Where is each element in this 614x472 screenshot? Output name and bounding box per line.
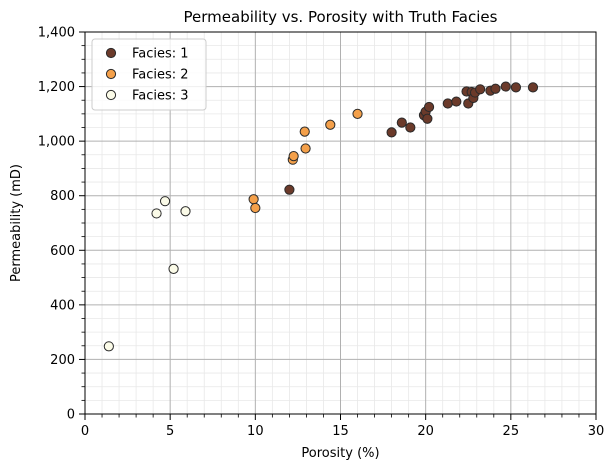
data-point-facies-1: [442, 98, 453, 109]
data-point-facies-1: [423, 101, 435, 113]
data-point-facies-1: [490, 83, 501, 94]
x-axis-title: Porosity (%): [301, 446, 379, 461]
y-tick-label: 1,400: [38, 26, 75, 41]
data-point-facies-1: [510, 82, 522, 93]
data-point-facies-1: [475, 84, 486, 95]
legend-box: [91, 38, 207, 111]
data-point-facies-1: [527, 82, 539, 93]
y-axis-title: Permeability (mD): [9, 164, 24, 282]
data-point-facies-2: [299, 126, 310, 137]
data-point-facies-2: [248, 194, 259, 205]
axis-ticks: [79, 31, 597, 420]
x-tick-label: 10: [247, 424, 264, 439]
data-point-facies-3: [159, 196, 171, 207]
legend-label: Facies: 1: [132, 47, 189, 62]
chart-title: Permeability vs. Porosity with Truth Fac…: [184, 8, 498, 26]
y-tick-label: 800: [50, 189, 75, 204]
data-point-facies-2: [352, 108, 363, 119]
y-tick-label: 600: [50, 244, 75, 259]
legend-marker: [105, 47, 117, 59]
data-point-facies-1: [451, 96, 462, 107]
data-point-facies-2: [250, 202, 261, 214]
y-tick-label: 1,200: [38, 80, 75, 95]
y-tick-label: 1,000: [38, 135, 75, 150]
legend-marker: [105, 68, 117, 80]
x-tick-label: 15: [332, 424, 349, 439]
data-point-facies-3: [168, 263, 179, 274]
data-point-facies-1: [396, 117, 407, 128]
y-tick-label: 400: [50, 298, 75, 313]
data-point-facies-2: [325, 119, 336, 130]
legend-label: Facies: 3: [132, 89, 189, 104]
legend-items: Facies: 1 Facies: 2 Facies: 3: [105, 47, 189, 104]
legend-label: Facies: 2: [132, 68, 189, 83]
data-point-facies-3: [180, 206, 191, 217]
data-points: [103, 81, 539, 352]
x-tick-label: 25: [503, 424, 520, 439]
data-point-facies-1: [422, 113, 433, 124]
data-point-facies-3: [103, 341, 114, 352]
x-tick-label: 0: [81, 424, 89, 439]
data-point-facies-1: [386, 127, 397, 138]
legend: Facies: 1 Facies: 2 Facies: 3: [91, 38, 207, 111]
data-point-facies-1: [405, 122, 416, 133]
data-point-facies-3: [151, 208, 162, 219]
x-tick-label: 5: [166, 424, 174, 439]
data-point-facies-1: [500, 81, 511, 92]
x-tick-label: 20: [417, 424, 434, 439]
axis-tick-labels: 0 5 10 15 20 25 30 0 200 400 600 800 1,000 1,200 1,400: [38, 26, 604, 440]
y-tick-label: 200: [50, 353, 75, 368]
y-tick-label: 0: [67, 408, 75, 423]
data-point-facies-2: [300, 143, 311, 154]
data-point-facies-2: [288, 151, 299, 162]
legend-marker: [105, 89, 117, 101]
data-point-facies-1: [284, 184, 295, 195]
x-tick-label: 30: [588, 424, 605, 439]
